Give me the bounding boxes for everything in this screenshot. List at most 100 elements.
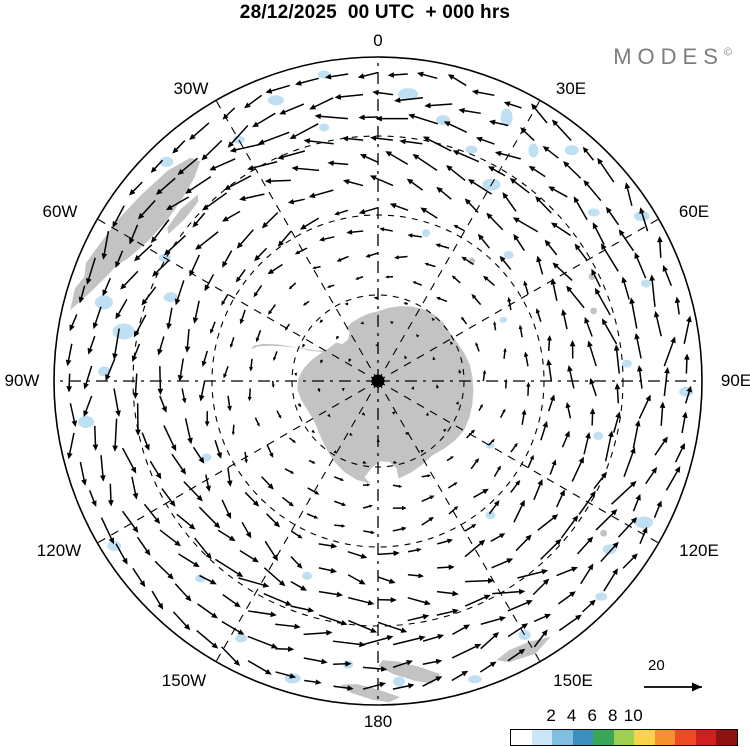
wind-vector-head [307,607,315,613]
wind-vector-shaft [234,143,262,151]
wind-vector-shaft [159,366,162,391]
wind-vector-head [645,394,651,402]
wind-vector-shaft [264,540,276,558]
wind-vector-shaft [503,350,506,359]
wind-vector-head [326,284,331,288]
wind-vector-shaft [538,199,552,214]
wind-vector-head [679,442,685,450]
wind-vector-shaft [133,343,141,358]
wind-vector-head [634,419,641,427]
wind-vector-head [424,262,429,267]
wind-vector-shaft [141,432,149,447]
wind-vector-head [144,549,151,556]
wind-vector-head [424,102,431,109]
wind-vector-shaft [239,550,256,561]
wind-vector-shaft [84,395,93,413]
wind-vector-shaft [275,671,292,677]
wind-vector-head [418,635,426,641]
wind-vector-head [287,199,295,205]
wind-vector-head [236,571,244,578]
wind-vector-head [435,243,441,248]
wind-vector-shaft [600,544,616,562]
wind-vector-head [320,359,324,364]
wind-vector-shaft [480,617,502,625]
wind-vector-head [494,150,502,157]
wind-vector-head [163,249,171,256]
wind-vector-shaft [532,167,546,178]
longitude-label-150W: 150W [161,671,207,690]
wind-vector-head [321,658,328,665]
wind-vector-head [402,505,407,511]
wind-vector-head [405,431,410,436]
wind-vector-shaft [480,634,496,650]
wind-vector-head [682,411,688,419]
wind-vector-head [358,579,366,585]
wind-vector-head [436,186,443,194]
wind-vector-head [245,531,252,539]
wind-vector-shaft [537,516,555,531]
wind-vector-head [447,538,454,544]
wind-vector-head [463,624,471,631]
wind-vector-head [65,359,72,367]
wind-vector-head [308,192,316,199]
wind-vector-head [684,353,690,360]
wind-vector-shaft [350,230,364,234]
wind-vector-head [450,341,454,345]
wind-vector-head [541,569,549,575]
wind-vector-shaft [362,666,383,670]
wind-vector-head [656,500,662,508]
wind-vector-shaft [507,651,522,662]
wind-vector-head [477,233,484,241]
wind-vector-shaft [488,503,498,515]
wind-vector-shaft [171,453,184,471]
colorbar-swatch-2 [552,730,573,745]
wind-vector-shaft [464,525,474,532]
wind-vector-shaft [502,259,512,271]
wind-vector-head [550,222,558,229]
wind-vector-head [380,666,388,672]
wind-vector-shaft [638,369,643,389]
wind-vector-head [181,397,187,404]
wind-vector-head [458,369,462,373]
wind-vector-shaft [575,200,588,221]
wind-vector-head [144,443,150,451]
wind-vector-shaft [299,77,319,84]
wind-vector-shaft [632,424,639,449]
wind-vector-head [225,512,232,520]
wind-vector-shaft [332,640,361,646]
wind-vector-shaft [221,499,230,515]
wind-vector-shaft [639,531,646,545]
wind-vector-head [185,595,192,602]
wind-vector-head [105,374,111,381]
wind-vector-head [471,293,477,299]
wind-vector-shaft [493,121,509,127]
wind-vector-shaft [222,293,229,304]
wind-vector-head [519,499,525,507]
wind-vector-shaft [439,189,452,200]
wind-vector-shaft [290,580,304,589]
copyright-icon: © [723,46,732,59]
wind-vector-shaft [247,635,274,647]
wind-vector-shaft [210,321,216,332]
wind-vector-head [674,296,681,304]
wind-vector-shaft [184,418,191,440]
wind-vector-shaft [186,328,190,348]
wind-vector-head [630,480,637,488]
wind-vector-shaft [603,572,616,592]
sea-ice-patch-10 [621,359,632,368]
wind-vector-shaft [397,255,408,259]
wind-vector-shaft [540,541,559,560]
wind-vector-head [340,619,348,626]
wind-vector-shaft [339,255,349,261]
wind-vector-head [177,374,184,382]
wind-vector-head [239,318,245,325]
wind-vector-shaft [595,512,615,531]
wind-vector-shaft [100,517,113,541]
wind-vector-head [71,420,78,428]
wind-vector-head [277,154,284,160]
wind-vector-shaft [337,209,349,215]
wind-vector-head [317,388,321,393]
wind-vector-shaft [149,460,160,476]
wind-vector-shaft [407,549,419,553]
wind-vector-head [631,553,638,560]
